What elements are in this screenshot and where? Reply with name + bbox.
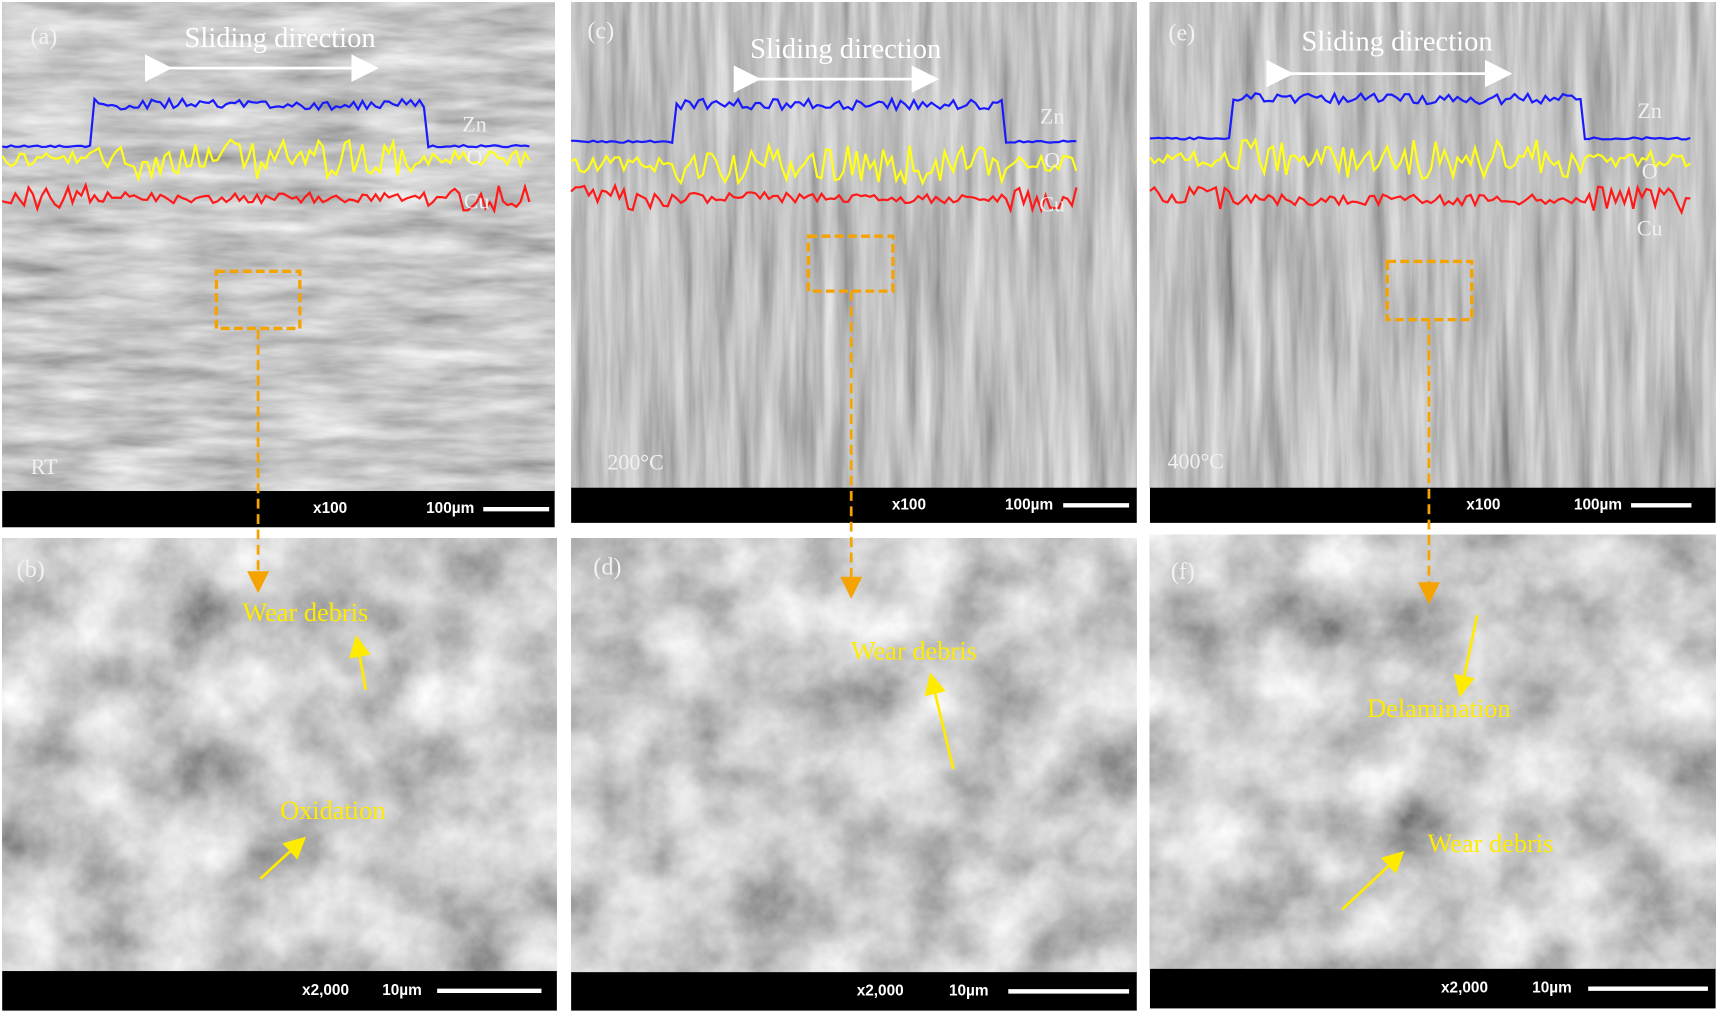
region-box <box>806 234 895 293</box>
panel: x2,000 10µm (d) Wear debris <box>571 538 1137 1011</box>
annotation: Wear debris <box>242 598 368 627</box>
scale-label: 10µm <box>949 982 989 999</box>
element-label: Cu <box>1637 216 1663 241</box>
panel: x100 100µm (a) Sliding direction Zn O Cu RT <box>1 2 555 528</box>
scale-label: 100µm <box>1005 496 1053 513</box>
micrograph <box>1149 534 1716 969</box>
element-label: Cu <box>464 188 490 213</box>
eds-line <box>1 181 531 215</box>
annotation: Oxidation <box>280 796 385 825</box>
panel: x100 100µm (e) Sliding direction Zn O Cu 400°C <box>1149 2 1716 523</box>
scale-label: 100µm <box>1574 496 1622 513</box>
eds-line <box>1149 136 1691 181</box>
annotation-arrow <box>1453 614 1479 698</box>
micrograph <box>2 2 555 492</box>
eds-line <box>1 137 531 183</box>
element-label: O <box>467 144 483 169</box>
panel-label: (e) <box>1168 20 1195 47</box>
temperature: 400°C <box>1168 449 1224 474</box>
panel-label: (b) <box>17 556 45 583</box>
annotation-arrow <box>259 836 307 880</box>
region-box <box>214 269 302 331</box>
info-bar <box>2 491 555 528</box>
sliding-direction: Sliding direction <box>1302 26 1493 57</box>
info-bar <box>1149 487 1716 523</box>
magnification: x100 <box>892 496 926 513</box>
element-label: O <box>1044 148 1060 173</box>
temperature: 200°C <box>607 450 663 475</box>
sliding-direction: Sliding direction <box>185 23 376 54</box>
eds-line <box>1149 91 1691 141</box>
eds-line <box>1149 184 1691 216</box>
annotation: Delamination <box>1367 694 1510 723</box>
element-label: Zn <box>1040 104 1064 129</box>
micrograph <box>2 538 557 972</box>
scale-label: 100µm <box>426 500 474 517</box>
element-label: Zn <box>1638 98 1662 123</box>
eds-line <box>571 96 1077 145</box>
element-label: Zn <box>462 111 486 136</box>
panel-label: (a) <box>31 23 58 50</box>
panel: x2,000 10µm (b) Wear debris Oxidation <box>2 538 557 1011</box>
magnification: x100 <box>313 500 347 517</box>
panel-label: (c) <box>587 18 614 45</box>
panel-label: (f) <box>1171 558 1195 585</box>
scale-label: 10µm <box>1532 980 1572 997</box>
micrograph <box>571 2 1137 488</box>
eds-line <box>570 141 1078 187</box>
annotation: Wear debris <box>1427 829 1553 858</box>
element-label: Cu <box>1039 192 1065 217</box>
magnification: x2,000 <box>1441 980 1488 997</box>
panel-label: (d) <box>593 554 621 581</box>
eds-line <box>2 96 530 149</box>
annotation-arrow <box>1341 850 1405 911</box>
annotation-arrow <box>924 672 955 770</box>
panel: x2,000 10µm (f) Delamination Wear debris <box>1149 534 1716 1009</box>
annotation: Wear debris <box>851 637 977 666</box>
element-label: O <box>1642 159 1658 184</box>
temperature: RT <box>31 454 58 479</box>
eds-line <box>570 182 1078 214</box>
magnification: x100 <box>1466 496 1500 513</box>
scale-label: 10µm <box>382 982 422 999</box>
sliding-direction: Sliding direction <box>750 34 941 65</box>
magnification: x2,000 <box>302 982 349 999</box>
micrograph <box>1149 2 1716 488</box>
panel: x100 100µm (c) Sliding direction Zn O Cu 200°C <box>570 2 1137 523</box>
info-bar <box>571 487 1137 523</box>
micrograph <box>571 538 1137 973</box>
magnification: x2,000 <box>857 982 904 999</box>
annotation-arrow <box>349 635 371 691</box>
